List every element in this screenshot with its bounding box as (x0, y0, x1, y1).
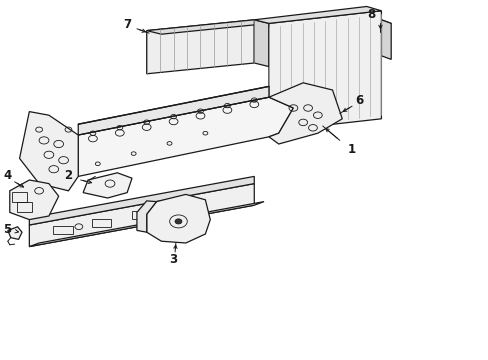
Text: 6: 6 (355, 94, 363, 107)
Bar (17, 202, 32, 212)
Text: 1: 1 (347, 143, 355, 156)
Polygon shape (29, 176, 254, 225)
Polygon shape (322, 20, 390, 31)
Polygon shape (29, 202, 264, 247)
Polygon shape (146, 20, 268, 34)
Polygon shape (146, 20, 254, 74)
Polygon shape (8, 227, 22, 239)
Polygon shape (137, 201, 156, 232)
Polygon shape (254, 20, 268, 67)
Text: 2: 2 (64, 169, 72, 182)
Text: 4: 4 (3, 169, 11, 182)
Bar (53, 226, 73, 234)
Text: 7: 7 (123, 18, 131, 31)
Text: 3: 3 (169, 253, 177, 266)
Polygon shape (268, 11, 381, 131)
Bar (12, 192, 27, 202)
Polygon shape (381, 20, 390, 59)
Bar (91, 219, 111, 226)
Polygon shape (10, 180, 59, 220)
Bar (132, 211, 151, 219)
Text: 8: 8 (367, 8, 375, 21)
Polygon shape (78, 86, 268, 135)
Bar (172, 204, 192, 212)
Circle shape (175, 219, 182, 224)
Polygon shape (268, 83, 342, 144)
Polygon shape (20, 112, 78, 191)
Polygon shape (146, 194, 210, 243)
Text: 5: 5 (3, 223, 11, 236)
Polygon shape (78, 97, 293, 176)
Polygon shape (83, 173, 132, 198)
Polygon shape (322, 20, 381, 63)
Polygon shape (254, 6, 381, 23)
Polygon shape (29, 184, 254, 247)
